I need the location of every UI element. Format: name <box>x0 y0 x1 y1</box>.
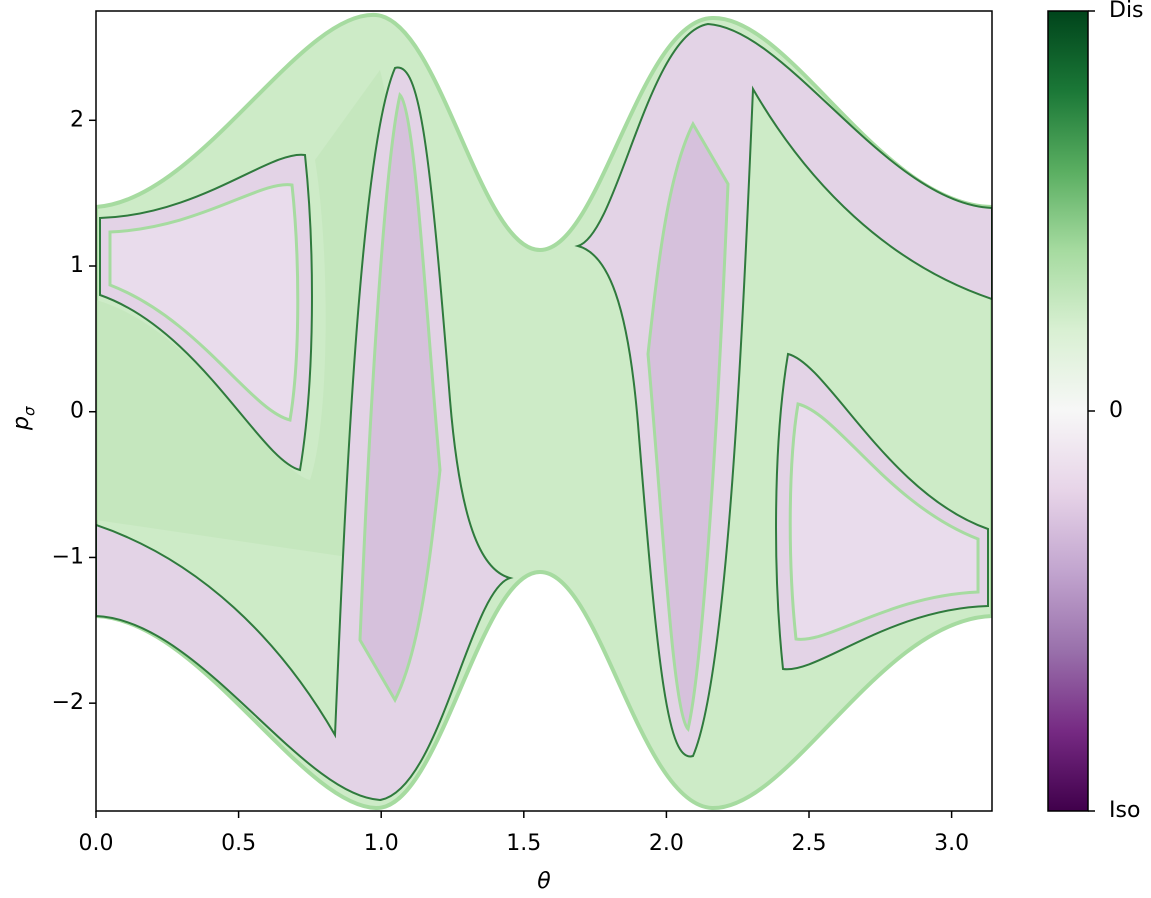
y-axis-label-sub: σ <box>21 406 39 416</box>
x-tick-label: 2.0 <box>649 831 684 856</box>
colorbar-tick-label: Dis <box>1109 0 1144 23</box>
x-tick-label: 0.0 <box>79 831 114 856</box>
colorbar-tick-label: 0 <box>1109 398 1123 423</box>
y-tick-label: 2 <box>70 107 84 132</box>
contour-field <box>96 12 992 811</box>
x-tick-label: 1.5 <box>506 831 541 856</box>
x-tick-label: 1.0 <box>364 831 399 856</box>
x-tick-label: 3.0 <box>934 831 969 856</box>
y-tick-label: 1 <box>70 253 84 278</box>
colorbar-tick-label: Iso <box>1109 798 1140 823</box>
y-axis-label: p σ <box>9 406 39 431</box>
y-axis-label-base: p <box>9 416 34 431</box>
x-axis-label: θ <box>537 869 551 894</box>
colorbar <box>1047 10 1089 812</box>
x-tick-label: 0.5 <box>221 831 256 856</box>
x-tick-label: 2.5 <box>792 831 827 856</box>
y-tick-label: −1 <box>52 544 84 569</box>
y-tick-label: 0 <box>70 399 84 424</box>
y-tick-label: −2 <box>52 690 84 715</box>
